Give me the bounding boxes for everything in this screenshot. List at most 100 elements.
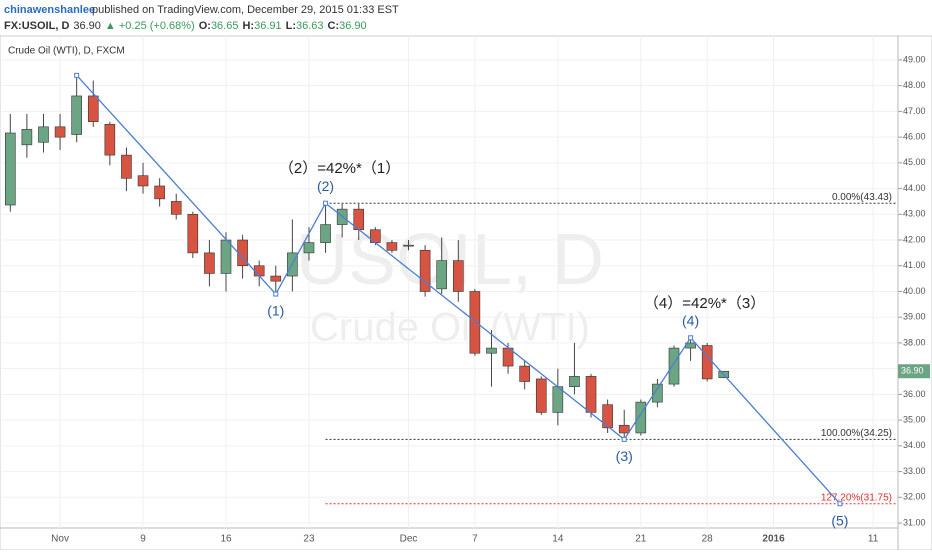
candle-body [403, 244, 414, 247]
x-tick-label: Dec [400, 534, 418, 545]
candle-body [170, 201, 182, 215]
x-tick-label: 2016 [762, 534, 785, 545]
candle-body [21, 129, 33, 146]
y-tick-label: 31.00 [903, 517, 926, 527]
wave-point [273, 291, 279, 297]
candle-body [4, 132, 16, 206]
ohlc-value: 36.63 [296, 20, 324, 32]
legend: Crude Oil (WTI), D, FXCM [8, 46, 125, 57]
watermark: USOIL, D [296, 220, 604, 300]
y-tick-label: 39.00 [903, 312, 926, 322]
watermark: Crude Oil (WTI) [310, 306, 590, 350]
y-tick-label: 34.00 [903, 440, 926, 450]
wave-label: (4) [682, 312, 699, 328]
x-tick-label: 9 [140, 534, 146, 545]
y-tick-label: 47.00 [903, 106, 926, 116]
wave-label: (1) [267, 303, 284, 319]
ohlc-key: L: [286, 20, 296, 32]
candle-body [452, 260, 464, 292]
candle-body [618, 424, 630, 434]
candle-body [253, 265, 265, 277]
candle-body [270, 275, 282, 282]
candle-body [204, 252, 215, 274]
x-tick-label: 14 [552, 534, 564, 545]
candle-body [320, 224, 331, 243]
fib-label: 127.20%(31.75) [821, 492, 892, 503]
candle-body [71, 95, 82, 135]
candle-body [419, 250, 431, 292]
y-tick-label: 45.00 [903, 157, 926, 167]
y-tick-label: 49.00 [903, 54, 926, 64]
wave-label: (5) [831, 512, 848, 528]
x-tick-label: 7 [472, 534, 478, 545]
ohlc-value: 36.90 [339, 20, 367, 32]
x-tick-label: 11 [868, 534, 879, 545]
y-tick-label: 43.00 [903, 209, 926, 219]
chart-frame [0, 35, 932, 551]
ohlc-key: H: [242, 20, 254, 32]
wave-line [76, 74, 841, 505]
candle-body [386, 242, 398, 251]
candle-body [303, 242, 315, 254]
wave-point [74, 72, 80, 78]
candle-body [87, 95, 99, 122]
wave-label: (3) [616, 448, 633, 464]
y-tick-label: 41.00 [903, 260, 926, 270]
price: 36.90 [73, 20, 101, 32]
x-tick-label: Nov [51, 534, 69, 545]
candle-body [220, 239, 232, 274]
y-tick-label: 44.00 [903, 183, 926, 193]
candle-body [602, 404, 613, 429]
symbol: FX:USOIL, D [4, 20, 69, 32]
candle-body [187, 213, 199, 254]
candle-body [569, 376, 580, 387]
candle-body [552, 386, 564, 413]
ohlc-key: C: [328, 20, 340, 32]
candle-body [469, 291, 481, 354]
last-price-label: 36.90 [901, 366, 924, 376]
y-tick-label: 36.00 [903, 389, 926, 399]
fib-label: 0.00%(43.43) [832, 192, 892, 203]
change: ▲ +0.25 (+0.68%) [105, 20, 195, 32]
wave-point [688, 335, 694, 341]
last-price-tag [898, 364, 930, 379]
wave-point [323, 200, 329, 206]
candle-body [38, 126, 49, 143]
wave-label: (2) [317, 178, 334, 194]
ohlc-key: O: [199, 20, 211, 32]
candle-body [104, 123, 116, 156]
candle-body [370, 229, 381, 243]
wave-point [837, 501, 843, 507]
y-tick-label: 46.00 [903, 131, 926, 141]
x-tick-label: 28 [702, 534, 714, 545]
ohlc-value: 36.91 [254, 20, 282, 32]
candle-body [635, 401, 647, 434]
y-tick-label: 42.00 [903, 234, 926, 244]
x-tick-label: 21 [635, 534, 647, 545]
author[interactable]: chinawenshanlee [4, 4, 95, 16]
candle-body [486, 347, 497, 354]
candle-body [519, 365, 530, 382]
y-tick-label: 38.00 [903, 337, 926, 347]
ohlc-value: 36.65 [211, 20, 239, 32]
wave-note: （4）=42%*（3） [644, 295, 765, 312]
wave-note: （2）=42%*（1） [279, 160, 400, 177]
candle-body [154, 185, 165, 200]
x-tick-label: 23 [303, 534, 315, 545]
published: published on TradingView.com, December 2… [92, 4, 399, 16]
candle-body [436, 260, 448, 290]
candle-body [535, 378, 547, 413]
x-tick-label: 16 [220, 534, 232, 545]
candle-body [668, 347, 680, 385]
candle-body [701, 345, 713, 380]
y-tick-label: 32.00 [903, 492, 926, 502]
candle-body [121, 154, 132, 179]
y-tick-label: 48.00 [903, 80, 926, 90]
candle-body [652, 383, 663, 403]
candle-body [585, 376, 597, 413]
fib-label: 100.00%(34.25) [821, 428, 892, 439]
candle-body [137, 175, 149, 187]
y-tick-label: 40.00 [903, 286, 926, 296]
y-tick-label: 33.00 [903, 466, 926, 476]
